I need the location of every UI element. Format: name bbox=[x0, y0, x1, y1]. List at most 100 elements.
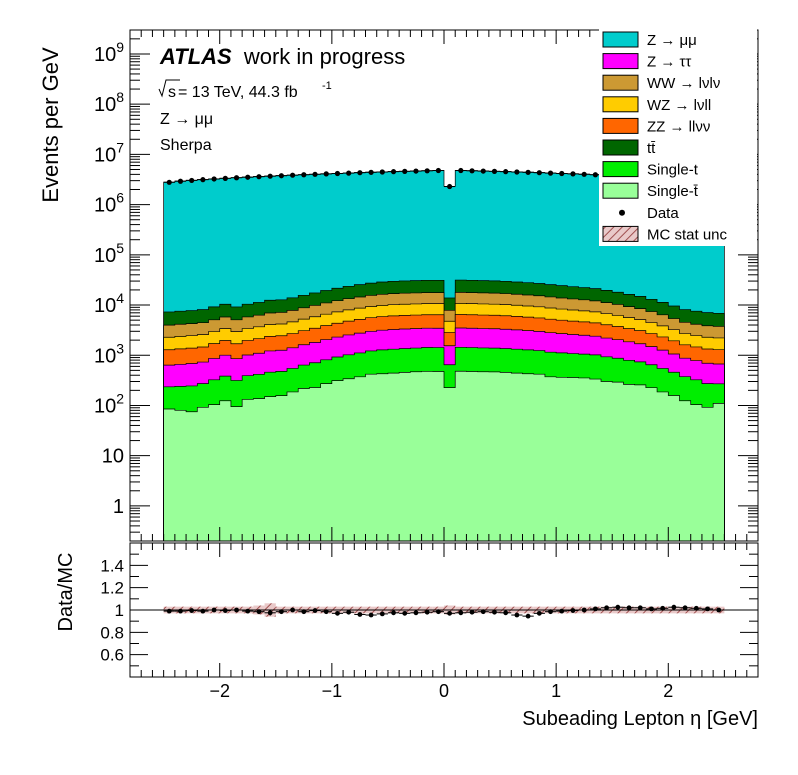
y-tick-label: 109 bbox=[94, 39, 124, 66]
legend-label: Z → μμ bbox=[647, 32, 697, 49]
legend-item-unc: MC stat unc bbox=[602, 225, 728, 243]
atlas-annotation: ATLAS work in progress s = 13 TeV, 44.3 … bbox=[158, 44, 405, 154]
legend-item-wz: WZ → lνll bbox=[602, 96, 711, 114]
ratio-plot: 0.6 0.8 1 1.2 1.4 −2 −1 0 1 2 bbox=[100, 542, 759, 701]
legend-swatch bbox=[602, 117, 639, 134]
ratio-y-tick-label: 0.8 bbox=[100, 623, 124, 642]
data-point bbox=[455, 167, 467, 174]
data-point bbox=[500, 169, 512, 175]
data-point bbox=[230, 175, 243, 181]
y-tick-label: 10 bbox=[102, 446, 124, 468]
ratio-y-axis-ticks: 0.6 0.8 1 1.2 1.4 bbox=[100, 553, 758, 667]
data-point bbox=[219, 175, 231, 181]
ratio-point bbox=[668, 604, 680, 610]
ratio-point bbox=[634, 605, 646, 611]
ratio-point bbox=[343, 609, 355, 615]
data-point bbox=[287, 172, 299, 178]
x-tick-label: 2 bbox=[663, 681, 673, 701]
data-point bbox=[163, 179, 175, 185]
ratio-point bbox=[365, 612, 377, 618]
ratio-y-tick-label: 1 bbox=[115, 601, 124, 620]
ratio-point bbox=[410, 610, 422, 616]
y-axis-label-ratio: Data/MC bbox=[55, 553, 77, 632]
ratio-point bbox=[163, 608, 175, 614]
ratio-point bbox=[466, 609, 478, 615]
data-point bbox=[186, 177, 198, 184]
sqrt-s: s bbox=[168, 84, 176, 101]
x-tick-label: −1 bbox=[322, 681, 343, 701]
legend-item-singletbar: Single-t̄ bbox=[602, 182, 699, 200]
x-axis-ticks-main bbox=[129, 30, 759, 541]
legend-item-zmm: Z → μμ bbox=[602, 31, 697, 49]
data-point bbox=[309, 171, 321, 177]
ratio-point bbox=[455, 610, 467, 616]
y-tick-label: 106 bbox=[94, 190, 124, 217]
data-point bbox=[444, 183, 456, 190]
ratio-point bbox=[690, 605, 702, 611]
ratio-point bbox=[287, 607, 299, 613]
data-point bbox=[399, 168, 411, 174]
status-label: work in progress bbox=[243, 44, 405, 69]
legend-label: WZ → lνll bbox=[647, 97, 711, 114]
data-point bbox=[432, 167, 444, 174]
legend-swatch bbox=[602, 74, 639, 91]
legend-item-zz: ZZ → llνν bbox=[602, 117, 710, 135]
legend-swatch bbox=[602, 161, 639, 178]
x-axis-label: Subeading Lepton η [GeV] bbox=[522, 708, 758, 730]
ratio-point bbox=[264, 610, 276, 616]
data-point bbox=[567, 171, 579, 177]
data-point bbox=[320, 171, 332, 177]
x-axis-ticks: −2 −1 0 1 2 bbox=[129, 543, 759, 701]
legend-swatch bbox=[602, 96, 639, 113]
data-point bbox=[511, 169, 523, 175]
ratio-point bbox=[320, 609, 332, 615]
ratio-point bbox=[331, 610, 344, 616]
ratio-point bbox=[701, 606, 714, 612]
y-tick-label: 107 bbox=[94, 139, 124, 166]
ratio-point bbox=[399, 610, 411, 616]
data-point bbox=[488, 168, 501, 174]
ratio-point bbox=[511, 612, 523, 618]
ratio-point bbox=[275, 609, 287, 615]
legend-swatch bbox=[602, 182, 639, 199]
data-point bbox=[208, 176, 220, 182]
ratio-point bbox=[432, 609, 444, 615]
data-point bbox=[410, 168, 422, 174]
data-point bbox=[522, 169, 534, 175]
svg-text:ATLAS work in progress: ATLAS work in progress bbox=[159, 44, 405, 69]
ratio-point bbox=[477, 609, 489, 615]
data-point bbox=[556, 170, 568, 177]
legend-swatch bbox=[602, 225, 639, 242]
ratio-point bbox=[522, 613, 534, 619]
legend-item-data: Data bbox=[619, 205, 679, 222]
data-point bbox=[242, 174, 254, 180]
ratio-point bbox=[556, 608, 568, 614]
ratio-point bbox=[578, 607, 590, 613]
legend-marker bbox=[619, 209, 625, 216]
legend-label: tt̄ bbox=[647, 140, 656, 157]
y-axis-tick-labels: 1 10 102 103 104 105 106 107 108 109 bbox=[94, 39, 124, 518]
legend-swatch bbox=[602, 31, 639, 48]
ratio-point bbox=[544, 609, 557, 615]
ratio-y-tick-label: 1.4 bbox=[100, 556, 124, 575]
data-point bbox=[264, 173, 276, 179]
y-axis-label-main: Events per GeV bbox=[38, 47, 63, 203]
channel-label: Z → μμ bbox=[160, 111, 213, 128]
legend-item-ww: WW → lνlν bbox=[602, 74, 720, 92]
legend-label: Data bbox=[647, 205, 679, 222]
y-tick-label: 1 bbox=[113, 496, 124, 518]
data-point bbox=[343, 170, 355, 176]
ratio-point bbox=[589, 606, 601, 612]
ratio-point bbox=[612, 604, 624, 610]
ratio-point bbox=[208, 607, 220, 613]
data-point bbox=[578, 171, 590, 177]
legend-item-ttbar: tt̄ bbox=[602, 139, 656, 157]
ratio-point bbox=[230, 607, 243, 613]
ratio-y-tick-label: 1.2 bbox=[100, 579, 124, 598]
legend-label: MC stat unc bbox=[647, 226, 728, 243]
ratio-point bbox=[253, 609, 265, 615]
ratio-point bbox=[623, 605, 635, 611]
y-tick-label: 105 bbox=[94, 240, 124, 267]
data-point bbox=[354, 170, 366, 176]
